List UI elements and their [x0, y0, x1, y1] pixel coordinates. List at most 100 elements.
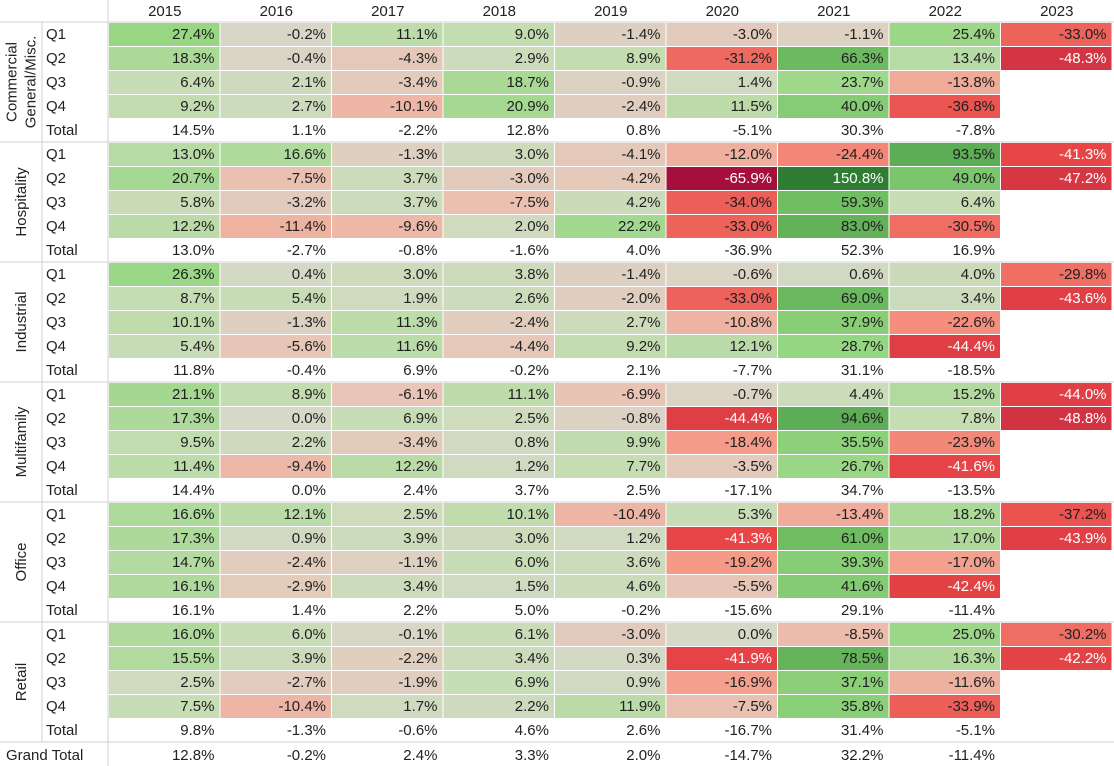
heatmap-cell	[220, 287, 331, 310]
heatmap-cell	[666, 95, 777, 118]
cell-value: -7.5%	[733, 698, 772, 715]
quarter-label: Q4	[46, 578, 66, 595]
heatmap-cell	[443, 167, 554, 190]
cell-value: 16.3%	[952, 650, 995, 667]
cell-value: 66.3%	[841, 50, 884, 67]
heatmap-cell	[555, 503, 666, 526]
heatmap-cell	[220, 623, 331, 646]
heatmap-cell	[1001, 47, 1112, 70]
cell-value: -30.5%	[947, 218, 995, 235]
cell-value: -2.7%	[287, 674, 326, 691]
segment-label: Multifamily	[13, 406, 30, 477]
cell-value: 9.2%	[180, 98, 214, 115]
year-header: 2018	[483, 3, 516, 20]
heatmap-cell	[332, 311, 443, 334]
heatmap-cell	[332, 407, 443, 430]
cell-value: 12.2%	[172, 218, 215, 235]
cell-value: 1.7%	[403, 698, 437, 715]
cell-value: -10.1%	[390, 98, 438, 115]
year-header: 2016	[260, 3, 293, 20]
heatmap-cell	[332, 647, 443, 670]
quarter-label: Q3	[46, 674, 66, 691]
heatmap-cell	[443, 23, 554, 46]
cell-value: -2.0%	[621, 290, 660, 307]
total-value: -1.6%	[510, 242, 549, 259]
total-value: -5.1%	[956, 722, 995, 739]
heatmap-cell	[109, 263, 220, 286]
grand-total-value: 32.2%	[841, 747, 884, 764]
total-value: 3.7%	[515, 482, 549, 499]
cell-value: -37.2%	[1059, 506, 1107, 523]
cell-value: -44.4%	[724, 410, 772, 427]
cell-value: -9.4%	[287, 458, 326, 475]
heatmap-cell	[555, 407, 666, 430]
quarter-label: Q3	[46, 314, 66, 331]
quarter-label: Q2	[46, 290, 66, 307]
heatmap-cell	[109, 383, 220, 406]
cell-value: 37.1%	[841, 674, 884, 691]
heatmap-cell	[555, 527, 666, 550]
cell-value: -7.5%	[287, 170, 326, 187]
heatmap-cell	[889, 287, 1000, 310]
total-value: -36.9%	[724, 242, 772, 259]
total-value: 34.7%	[841, 482, 884, 499]
total-label: Total	[46, 362, 78, 379]
cell-value: -11.6%	[949, 674, 995, 691]
cell-value: 6.9%	[403, 410, 437, 427]
cell-value: 6.9%	[515, 674, 549, 691]
heatmap-cell	[332, 671, 443, 694]
heatmap-cell	[220, 167, 331, 190]
heatmap-cell	[332, 335, 443, 358]
heatmap-cell	[555, 695, 666, 718]
total-label: Total	[46, 482, 78, 499]
heatmap-cell	[889, 407, 1000, 430]
heatmap-cell	[555, 143, 666, 166]
heatmap-cell	[555, 23, 666, 46]
total-value: 0.0%	[292, 482, 326, 499]
total-value: 16.1%	[172, 602, 215, 619]
heatmap-cell	[889, 335, 1000, 358]
cell-value: -23.9%	[947, 434, 995, 451]
heatmap-cell	[778, 647, 889, 670]
quarter-label: Q2	[46, 410, 66, 427]
heatmap-cell	[666, 695, 777, 718]
heatmap-cell	[666, 215, 777, 238]
cell-value: 18.2%	[952, 506, 995, 523]
cell-value: 7.8%	[961, 410, 995, 427]
cell-value: 35.8%	[841, 698, 884, 715]
cell-value: 7.5%	[180, 698, 214, 715]
cell-value: -42.4%	[947, 578, 995, 595]
cell-value: -44.4%	[947, 338, 995, 355]
cell-value: -0.8%	[621, 410, 660, 427]
cell-value: -41.3%	[724, 530, 772, 547]
cell-value: 11.6%	[396, 338, 437, 355]
cell-value: 4.6%	[626, 578, 660, 595]
heatmap-cell	[555, 647, 666, 670]
heatmap-cell	[889, 71, 1000, 94]
cell-value: -0.4%	[287, 50, 326, 67]
heatmap-cell	[1001, 407, 1112, 430]
heatmap-cell	[555, 47, 666, 70]
cell-value: -33.0%	[1059, 26, 1107, 43]
quarter-label: Q4	[46, 458, 66, 475]
cell-value: -13.8%	[947, 74, 995, 91]
total-value: 4.0%	[626, 242, 660, 259]
total-label: Total	[46, 122, 78, 139]
cell-value: 14.7%	[172, 554, 215, 571]
heatmap-cell	[666, 47, 777, 70]
cell-value: 3.0%	[515, 530, 549, 547]
heatmap-cell	[443, 215, 554, 238]
heatmap-cell	[555, 263, 666, 286]
cell-value: 26.3%	[172, 266, 215, 283]
cell-value: -43.6%	[1059, 290, 1107, 307]
cell-value: 11.1%	[508, 386, 549, 403]
heatmap-cell	[443, 95, 554, 118]
cell-value: 5.3%	[738, 506, 772, 523]
heatmap-cell	[220, 263, 331, 286]
heatmap-cell	[220, 671, 331, 694]
heatmap-cell	[1001, 623, 1112, 646]
heatmap-cell	[109, 47, 220, 70]
quarter-label: Q3	[46, 74, 66, 91]
heatmap-cell	[220, 143, 331, 166]
cell-value: 2.5%	[515, 410, 549, 427]
